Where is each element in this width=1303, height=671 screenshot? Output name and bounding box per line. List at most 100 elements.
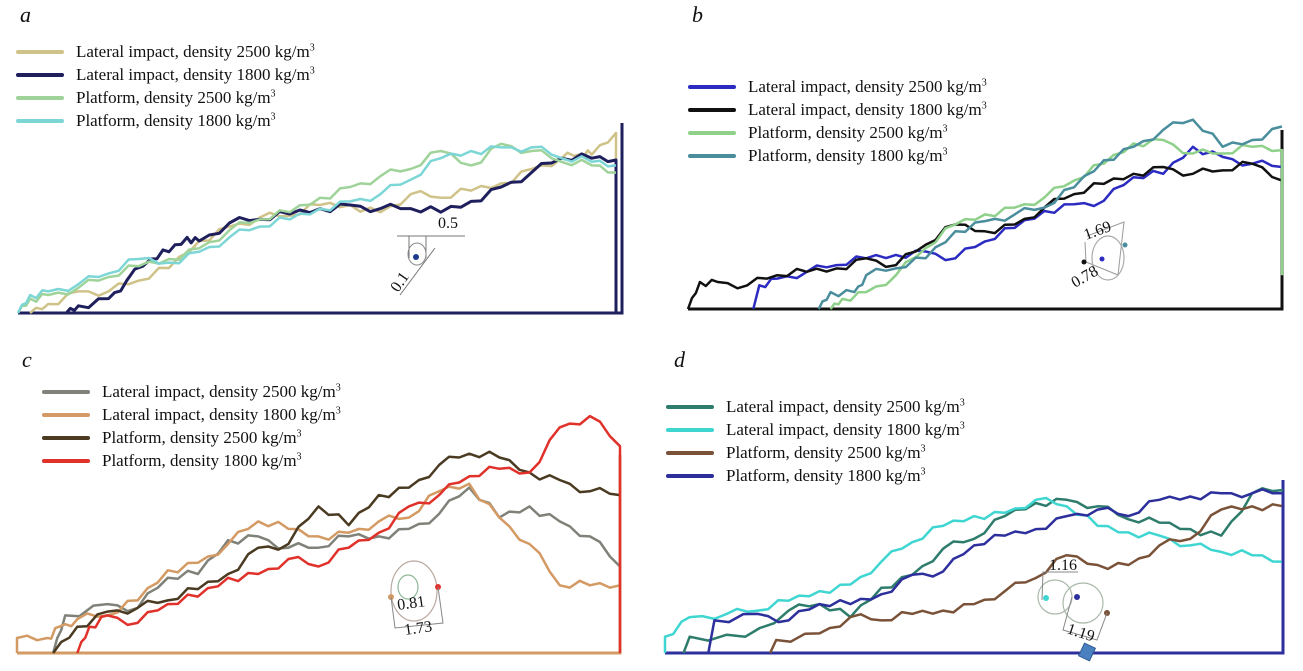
legend-label: Platform, density 1800 kg/m3 <box>726 465 926 485</box>
legend-item: Lateral impact, density 2500 kg/m3 <box>666 395 965 418</box>
legend-swatch <box>666 404 714 409</box>
dimension-label: 1.73 <box>403 618 433 639</box>
slope-base-outline <box>688 130 1284 311</box>
legend-item: Lateral impact, density 2500 kg/m3 <box>688 75 987 98</box>
dimension-frame <box>1041 571 1078 601</box>
series-line <box>768 503 1284 654</box>
particle-center <box>413 254 419 260</box>
legend-swatch <box>16 95 64 100</box>
plot-a: 0.5 0.1 <box>16 123 624 315</box>
legend-swatch <box>688 84 736 89</box>
series-line <box>707 488 1285 654</box>
series-line <box>817 118 1283 310</box>
legend-c: Lateral impact, density 2500 kg/m3 Latera… <box>42 380 341 472</box>
legend-label: Lateral impact, density 2500 kg/m3 <box>102 381 341 401</box>
dimension-frame <box>1062 596 1108 641</box>
legend-label: Lateral impact, density 2500 kg/m3 <box>726 396 965 416</box>
legend-swatch <box>688 153 736 158</box>
slope-base-outline <box>665 480 1285 655</box>
legend-label: Lateral impact, density 1800 kg/m3 <box>76 64 315 84</box>
legend-label: Lateral impact, density 1800 kg/m3 <box>748 99 987 119</box>
plot-b: 1.69 0.78 <box>686 118 1284 311</box>
legend-swatch <box>16 49 64 54</box>
legend-swatch <box>42 458 90 463</box>
legend-a: Lateral impact, density 2500 kg/m3 Latera… <box>16 40 315 132</box>
legend-label: Platform, density 1800 kg/m3 <box>76 110 276 130</box>
legend-d: Lateral impact, density 2500 kg/m3 Latera… <box>666 395 965 487</box>
series-line <box>29 131 618 314</box>
dimension-label: 1.16 <box>1049 557 1077 574</box>
legend-swatch <box>688 107 736 112</box>
series-line <box>15 482 622 653</box>
legend-label: Platform, density 2500 kg/m3 <box>748 122 948 142</box>
panel-b-label: b <box>692 2 703 27</box>
legend-label: Platform, density 2500 kg/m3 <box>76 87 276 107</box>
particle-point <box>1043 595 1049 601</box>
legend-item: Platform, density 2500 kg/m3 <box>16 86 315 109</box>
particle-circle <box>1091 235 1125 281</box>
panel-c: c Lateral impact, density 2500 kg/m3 Late… <box>0 335 650 671</box>
legend-label: Platform, density 1800 kg/m3 <box>102 450 302 470</box>
slope-base-outline <box>18 123 624 315</box>
legend-item: Platform, density 1800 kg/m3 <box>16 109 315 132</box>
legend-label: Lateral impact, density 2500 kg/m3 <box>748 76 987 96</box>
panel-c-label: c <box>22 347 32 372</box>
legend-swatch <box>42 412 90 417</box>
legend-swatch <box>666 473 714 478</box>
legend-swatch <box>666 427 714 432</box>
series-line <box>51 486 621 654</box>
particle-center <box>1099 256 1105 262</box>
particle-circle <box>390 560 438 622</box>
legend-swatch <box>688 130 736 135</box>
particle-point <box>1122 242 1128 248</box>
series-line <box>829 137 1284 310</box>
legend-label: Platform, density 2500 kg/m3 <box>726 442 926 462</box>
legend-item: Lateral impact, density 1800 kg/m3 <box>16 63 315 86</box>
legend-item: Platform, density 1800 kg/m3 <box>666 464 965 487</box>
particle-circle <box>407 242 427 266</box>
legend-b: Lateral impact, density 2500 kg/m3 Latera… <box>688 75 987 167</box>
particle-point <box>1081 259 1087 265</box>
series-line <box>686 160 1284 310</box>
legend-item: Lateral impact, density 2500 kg/m3 <box>16 40 315 63</box>
dimension-label: 0.1 <box>387 269 412 295</box>
dimension-label: 1.19 <box>1065 621 1097 646</box>
dimension-line <box>399 247 436 296</box>
series-line <box>663 496 1284 653</box>
dimension-label: 0.81 <box>396 593 426 614</box>
legend-label: Lateral impact, density 1800 kg/m3 <box>102 404 341 424</box>
legend-label: Lateral impact, density 2500 kg/m3 <box>76 41 315 61</box>
particle-circle <box>397 574 419 600</box>
legend-item: Platform, density 1800 kg/m3 <box>42 449 341 472</box>
panel-d-label: d <box>674 347 685 372</box>
legend-swatch <box>16 72 64 77</box>
series-line <box>682 487 1284 654</box>
panel-a-label: a <box>20 2 31 27</box>
series-line <box>65 152 618 314</box>
plot-d: 1.16 1.19 <box>663 480 1285 662</box>
dimension-label: 1.69 <box>1082 218 1114 244</box>
series-line <box>76 414 622 654</box>
legend-item: Platform, density 2500 kg/m3 <box>688 121 987 144</box>
legend-label: Platform, density 2500 kg/m3 <box>102 427 302 447</box>
dimension-label: 0.5 <box>438 215 458 232</box>
series-line <box>52 450 621 654</box>
legend-item: Lateral impact, density 1800 kg/m3 <box>42 403 341 426</box>
legend-swatch <box>666 450 714 455</box>
dimension-frame <box>390 586 444 629</box>
legend-swatch <box>16 118 64 123</box>
marker-square <box>1077 642 1097 662</box>
slope-base-outline <box>17 455 622 655</box>
series-line <box>752 145 1283 310</box>
legend-item: Platform, density 1800 kg/m3 <box>688 144 987 167</box>
panel-d: d Lateral impact, density 2500 kg/m3 Late… <box>650 335 1303 671</box>
series-line <box>16 145 617 314</box>
legend-item: Platform, density 2500 kg/m3 <box>42 426 341 449</box>
legend-label: Platform, density 1800 kg/m3 <box>748 145 948 165</box>
dimension-label: 0.78 <box>1069 263 1102 292</box>
legend-item: Lateral impact, density 1800 kg/m3 <box>666 418 965 441</box>
plot-c: 0.81 1.73 <box>15 414 622 655</box>
legend-item: Lateral impact, density 1800 kg/m3 <box>688 98 987 121</box>
particle-circle <box>1062 582 1104 624</box>
panel-a: a Lateral impact, density 2500 kg/m3 Late… <box>0 0 650 335</box>
